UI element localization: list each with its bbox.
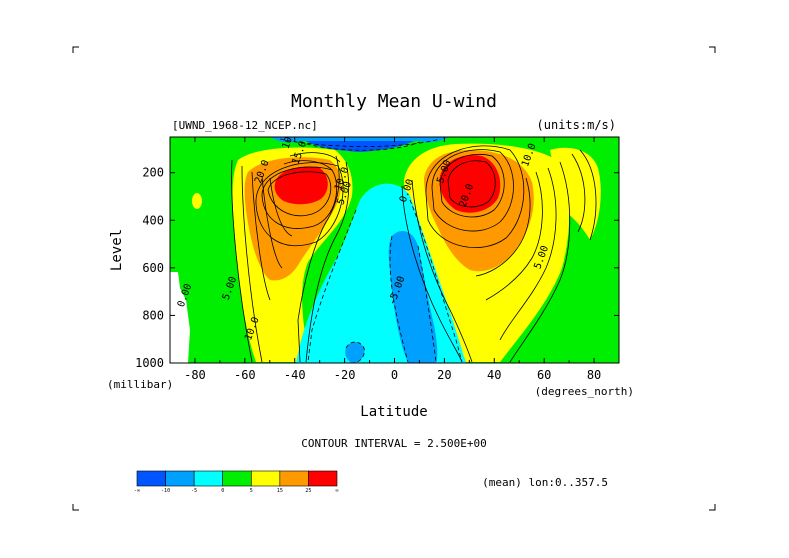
colorbar-label: 15: [277, 488, 283, 494]
plot-area: 10.015.020.0 10.05.000.00 5.0010.00.00-5.0…: [170, 137, 619, 363]
units-label: (units:m/s): [537, 118, 616, 132]
dataset-label: [UWND_1968-12_NCEP.nc]: [172, 119, 318, 132]
x-axis-unit: (degrees_north): [535, 385, 634, 398]
x-tick-label: 20: [437, 368, 451, 382]
isolated-westerly-speck: [192, 193, 202, 209]
colorbar-swatch: [136, 470, 166, 487]
x-tick-label: -40: [284, 368, 306, 382]
y-axis-label: Level: [109, 229, 125, 271]
x-axis-label: Latitude: [360, 404, 427, 420]
colorbar-label: -10: [161, 488, 170, 494]
x-tick-label: -20: [334, 368, 356, 382]
contour-interval: CONTOUR INTERVAL = 2.500E+00: [301, 437, 486, 450]
subset-label: (mean) lon:0..357.5: [482, 476, 608, 489]
y-tick-label: 800: [142, 308, 164, 322]
y-tick-label: 200: [142, 166, 164, 180]
tropical-easterly-patch: [345, 342, 365, 363]
tropical-strong-easterly-region: [388, 231, 438, 363]
y-tick-label: 1000: [135, 356, 164, 370]
y-tick-label: 600: [142, 261, 164, 275]
north-jet-core: [439, 154, 501, 213]
crop-marks: [72, 46, 716, 511]
y-axis-unit: (millibar): [107, 378, 173, 391]
colorbar-label: ∞: [335, 488, 338, 494]
colorbar-label: 5: [250, 488, 253, 494]
colorbar-swatch: [250, 470, 281, 487]
colorbar-swatch: [279, 470, 309, 487]
colorbar-label: 25: [305, 488, 311, 494]
x-axis: -80 -60 -40 -20 0 20 40 60 80: [169, 137, 620, 382]
x-tick-label: 80: [587, 368, 601, 382]
colorbar: -∞ -10 -5 0 5 15 25 ∞: [134, 470, 339, 494]
stratospheric-weak-easterly: [270, 137, 450, 143]
x-tick-label: -80: [184, 368, 206, 382]
x-tick-label: 60: [537, 368, 551, 382]
easterly-contour-lines: [279, 138, 463, 363]
colorbar-swatch: [222, 470, 252, 487]
y-axis: 200 400 600 800 1000: [135, 166, 619, 370]
colorbar-label: -5: [191, 488, 197, 494]
missing-data-region: [170, 272, 190, 363]
x-tick-label: 40: [487, 368, 501, 382]
y-tick-label: 400: [142, 213, 164, 227]
colorbar-label: 0: [221, 488, 224, 494]
x-tick-label: -60: [234, 368, 256, 382]
colorbar-swatch: [165, 470, 195, 487]
colorbar-swatch: [193, 470, 224, 487]
x-tick-label: 0: [391, 368, 398, 382]
colorbar-swatch: [308, 470, 338, 487]
contour-lines: [231, 145, 597, 363]
colorbar-label: -∞: [134, 488, 140, 494]
south-jet-core: [274, 166, 328, 205]
chart-title: Monthly Mean U-wind: [291, 91, 497, 112]
